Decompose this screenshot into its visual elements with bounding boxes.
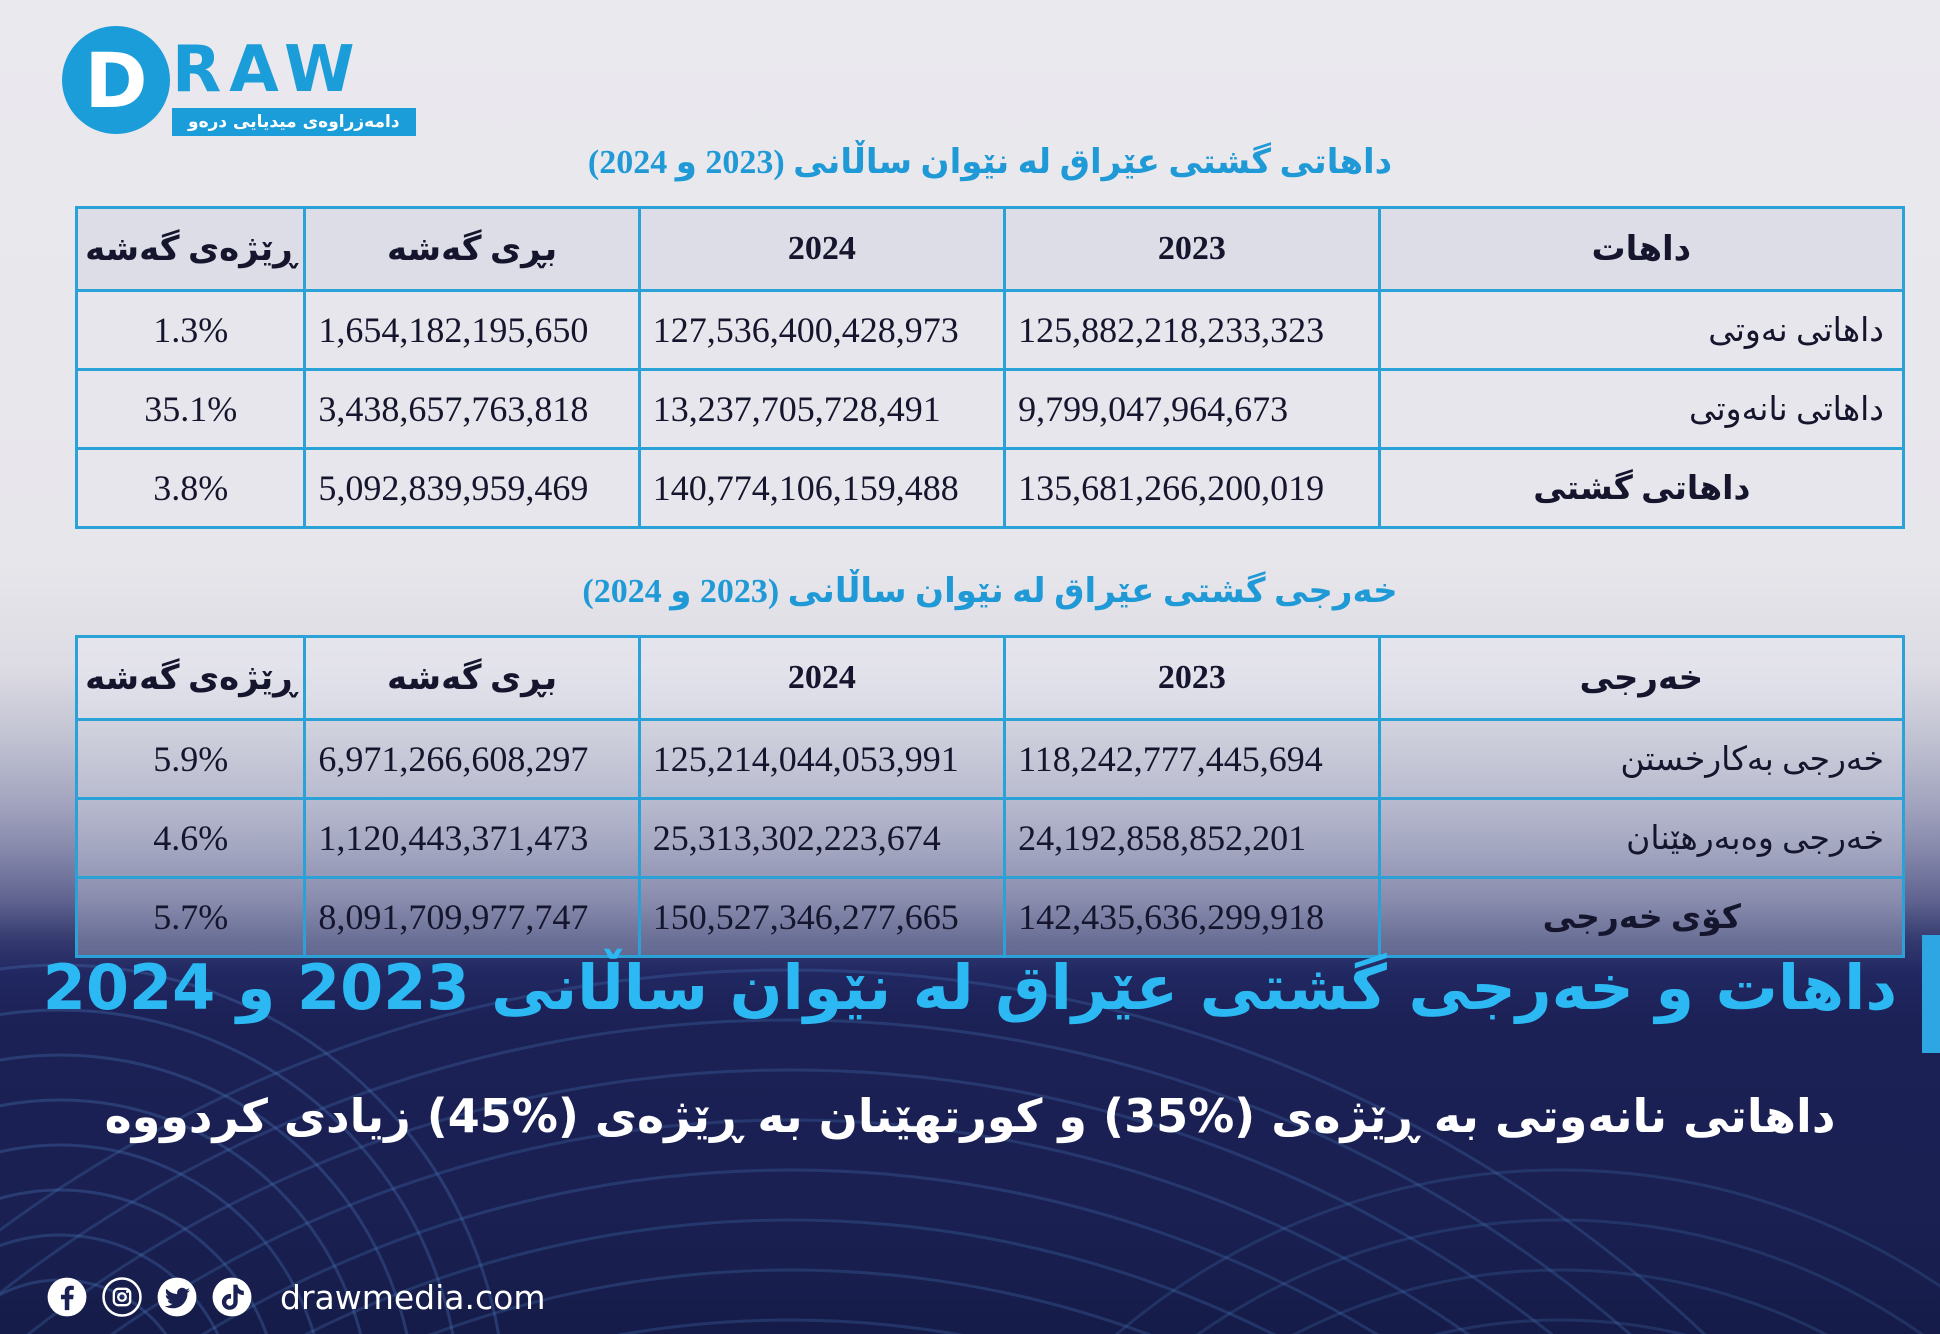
- col-header-2024: 2024: [637, 206, 1007, 292]
- tables-section: داهاتی گشتی عێراق له نێوان ساڵانی (2023 …: [74, 0, 1906, 958]
- cell-category: داهاتی نانەوتی: [1377, 368, 1906, 450]
- revenue-row-nonoil: داهاتی نانەوتی 9,799,047,964,673 13,237,…: [74, 368, 1906, 450]
- expense-table-title: خەرجی گشتی عێراق له نێوان ساڵانی (2023 و…: [582, 573, 1398, 610]
- cell-2023: 24,192,858,852,201: [1003, 797, 1381, 879]
- cell-2024: 127,536,400,428,973: [637, 289, 1007, 371]
- cell-growth-rate: 5.9%: [74, 718, 307, 800]
- expense-row-operational: خەرجی بەکارخستن 118,242,777,445,694 125,…: [74, 718, 1906, 800]
- col-header-growth-amount: بڕی گەشە: [303, 206, 641, 292]
- cell-2023: 142,435,636,299,918: [1003, 876, 1381, 958]
- logo-letter-d: D: [84, 35, 148, 125]
- logo-tagline: دامەزراوەی میدیایی درەو: [172, 108, 416, 136]
- cell-category: داهاتی گشتی: [1377, 447, 1906, 529]
- cell-category: خەرجی وەبەرهێنان: [1377, 797, 1906, 879]
- col-header-growth-rate: ڕێژەی گەشە: [74, 206, 307, 292]
- expense-table: خەرجی 2023 2024 بڕی گەشە ڕێژەی گەشە خەرج…: [74, 635, 1906, 958]
- cell-growth-amount: 3,438,657,763,818: [303, 368, 641, 450]
- revenue-row-total: داهاتی گشتی 135,681,266,200,019 140,774,…: [74, 447, 1906, 529]
- col-header-category: خەرجی: [1377, 635, 1906, 721]
- col-header-2023: 2023: [1003, 206, 1381, 292]
- website-link[interactable]: drawmedia.com: [280, 1277, 546, 1317]
- col-header-category: داهات: [1377, 206, 1906, 292]
- banner: داهات و خەرجی گشتی عێراق له نێوان ساڵانی…: [0, 952, 1940, 1144]
- cell-growth-rate: 35.1%: [74, 368, 307, 450]
- expense-header-row: خەرجی 2023 2024 بڕی گەشە ڕێژەی گەشە: [74, 635, 1906, 721]
- draw-logo-icon: D: [62, 26, 170, 134]
- expense-row-total: کۆی خەرجی 142,435,636,299,918 150,527,34…: [74, 876, 1906, 958]
- col-header-growth-amount: بڕی گەشە: [303, 635, 641, 721]
- cell-2023: 135,681,266,200,019: [1003, 447, 1381, 529]
- cell-2024: 140,774,106,159,488: [637, 447, 1007, 529]
- revenue-table-title: داهاتی گشتی عێراق له نێوان ساڵانی (2023 …: [587, 144, 1393, 181]
- expense-row-investment: خەرجی وەبەرهێنان 24,192,858,852,201 25,3…: [74, 797, 1906, 879]
- cell-growth-amount: 5,092,839,959,469: [303, 447, 641, 529]
- cell-2023: 9,799,047,964,673: [1003, 368, 1381, 450]
- revenue-table: داهات 2023 2024 بڕی گەشە ڕێژەی گەشە داها…: [74, 206, 1906, 529]
- instagram-icon[interactable]: [101, 1276, 143, 1318]
- cell-growth-rate: 3.8%: [74, 447, 307, 529]
- col-header-growth-rate: ڕێژەی گەشە: [74, 635, 307, 721]
- facebook-icon[interactable]: [46, 1276, 88, 1318]
- logo-wordmark: RAW: [172, 33, 363, 107]
- cell-growth-amount: 1,654,182,195,650: [303, 289, 641, 371]
- cell-2024: 150,527,346,277,665: [637, 876, 1007, 958]
- tiktok-icon[interactable]: [211, 1276, 253, 1318]
- edge-accent-bar: [1922, 935, 1940, 1053]
- twitter-icon[interactable]: [156, 1276, 198, 1318]
- cell-2023: 125,882,218,233,323: [1003, 289, 1381, 371]
- banner-subheadline: داهاتی نانەوتی بە ڕێژەی (%35) و کورتهێنا…: [104, 1089, 1836, 1144]
- cell-category: خەرجی بەکارخستن: [1377, 718, 1906, 800]
- cell-growth-amount: 8,091,709,977,747: [303, 876, 641, 958]
- revenue-header-row: داهات 2023 2024 بڕی گەشە ڕێژەی گەشە: [74, 206, 1906, 292]
- cell-2023: 118,242,777,445,694: [1003, 718, 1381, 800]
- cell-category: کۆی خەرجی: [1377, 876, 1906, 958]
- cell-2024: 25,313,302,223,674: [637, 797, 1007, 879]
- cell-growth-rate: 5.7%: [74, 876, 307, 958]
- draw-logo: D RAW دامەزراوەی میدیایی درەو: [62, 26, 416, 136]
- cell-2024: 13,237,705,728,491: [637, 368, 1007, 450]
- logo-text-block: RAW دامەزراوەی میدیایی درەو: [172, 26, 416, 136]
- col-header-2023: 2023: [1003, 635, 1381, 721]
- cell-growth-rate: 4.6%: [74, 797, 307, 879]
- col-header-2024: 2024: [637, 635, 1007, 721]
- footer: drawmedia.com: [46, 1276, 545, 1318]
- cell-growth-amount: 6,971,266,608,297: [303, 718, 641, 800]
- banner-headline: داهات و خەرجی گشتی عێراق له نێوان ساڵانی…: [42, 951, 1898, 1024]
- revenue-row-oil: داهاتی نەوتی 125,882,218,233,323 127,536…: [74, 289, 1906, 371]
- cell-growth-rate: 1.3%: [74, 289, 307, 371]
- cell-growth-amount: 1,120,443,371,473: [303, 797, 641, 879]
- cell-category: داهاتی نەوتی: [1377, 289, 1906, 371]
- cell-2024: 125,214,044,053,991: [637, 718, 1007, 800]
